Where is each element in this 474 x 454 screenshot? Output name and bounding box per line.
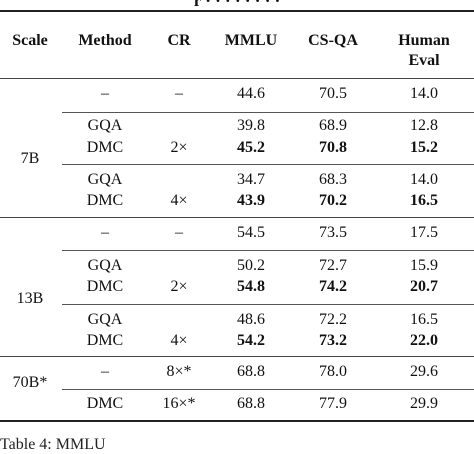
table-cell-mmlu: 48.6 xyxy=(237,311,265,328)
table-cell-human-eval: 22.0 xyxy=(410,332,438,349)
table-cell-csqa: 73.2 xyxy=(319,332,347,349)
table-cell-cr: 4× xyxy=(170,332,188,349)
table-cell-csqa: 68.9 xyxy=(319,117,347,134)
table-cell-method: – xyxy=(101,85,109,102)
table-cell-cr: 16×* xyxy=(162,395,196,412)
table-top-rule xyxy=(0,10,474,12)
table-cell-mmlu: 34.7 xyxy=(237,171,265,188)
group-rule xyxy=(0,217,474,218)
table-cell-method: DMC xyxy=(86,395,124,412)
table-cell-csqa: 78.0 xyxy=(319,363,347,380)
table-cell-human-eval: 12.8 xyxy=(410,117,438,134)
table-cell-method: – xyxy=(101,363,109,380)
table-cell-mmlu: 54.8 xyxy=(237,278,265,295)
sub-rule xyxy=(62,164,474,165)
header-eval: Eval xyxy=(408,52,440,69)
table-cell-csqa: 68.3 xyxy=(319,171,347,188)
table-cell-csqa: 74.2 xyxy=(319,278,347,295)
table-bottom-rule xyxy=(0,420,474,422)
table-cell-mmlu: 54.5 xyxy=(237,224,265,241)
table-cell-human-eval: 29.9 xyxy=(410,395,438,412)
table-cell-method: GQA xyxy=(87,311,123,328)
table-cell-human-eval: 17.5 xyxy=(410,224,438,241)
table-cell-csqa: 77.9 xyxy=(319,395,347,412)
table-cell-mmlu: 54.2 xyxy=(237,332,265,349)
header-mmlu: MMLU xyxy=(224,32,278,49)
table-cell-method: – xyxy=(101,224,109,241)
header-human: Human xyxy=(398,32,450,49)
sub-rule xyxy=(62,304,474,305)
scale-70b: 70B* xyxy=(12,374,48,391)
table-cell-method: DMC xyxy=(86,332,124,349)
cut-off-caption-fragment: r · · · · · · · · xyxy=(193,0,281,10)
table-cell-method: DMC xyxy=(86,278,124,295)
header-rule xyxy=(0,78,474,79)
table-cell-human-eval: 15.2 xyxy=(410,139,438,156)
table-cell-mmlu: 45.2 xyxy=(237,139,265,156)
table-cell-mmlu: 39.8 xyxy=(237,117,265,134)
table-cell-cr: – xyxy=(175,224,183,241)
scale-13b: 13B xyxy=(16,290,44,307)
table-cell-csqa: 73.5 xyxy=(319,224,347,241)
table-cell-human-eval: 16.5 xyxy=(410,311,438,328)
table-cell-human-eval: 29.6 xyxy=(410,363,438,380)
header-cr: CR xyxy=(167,32,191,49)
sub-rule xyxy=(62,112,474,113)
table-cell-cr: 2× xyxy=(170,278,188,295)
sub-rule xyxy=(62,250,474,251)
group-rule xyxy=(0,356,474,357)
table-cell-method: DMC xyxy=(86,192,124,209)
sub-rule xyxy=(62,389,474,390)
table-cell-cr: – xyxy=(175,85,183,102)
table-cell-method: GQA xyxy=(87,117,123,134)
table-cell-cr: 8×* xyxy=(166,363,192,380)
table-cell-method: DMC xyxy=(86,139,124,156)
table-cell-human-eval: 15.9 xyxy=(410,257,438,274)
scale-7b: 7B xyxy=(20,150,40,167)
table-cell-csqa: 72.2 xyxy=(319,311,347,328)
header-scale: Scale xyxy=(12,32,48,49)
table-cell-human-eval: 14.0 xyxy=(410,85,438,102)
table-cell-human-eval: 14.0 xyxy=(410,171,438,188)
table-cell-cr: 2× xyxy=(170,139,188,156)
table-cell-mmlu: 44.6 xyxy=(237,85,265,102)
table-cell-csqa: 72.7 xyxy=(319,257,347,274)
table-cell-cr: 4× xyxy=(170,192,188,209)
table-cell-method: GQA xyxy=(87,171,123,188)
table-cell-human-eval: 20.7 xyxy=(410,278,438,295)
table-cell-method: GQA xyxy=(87,257,123,274)
header-csqa: CS-QA xyxy=(308,32,358,49)
table-cell-csqa: 70.2 xyxy=(319,192,347,209)
table-cell-mmlu: 68.8 xyxy=(237,363,265,380)
header-method: Method xyxy=(78,32,132,49)
table-cell-csqa: 70.5 xyxy=(319,85,347,102)
table-cell-human-eval: 16.5 xyxy=(410,192,438,209)
table-cell-mmlu: 43.9 xyxy=(237,192,265,209)
table-cell-mmlu: 68.8 xyxy=(237,395,265,412)
table-cell-mmlu: 50.2 xyxy=(237,257,265,274)
table-caption: Table 4: MMLU xyxy=(0,436,106,453)
table-cell-csqa: 70.8 xyxy=(319,139,347,156)
